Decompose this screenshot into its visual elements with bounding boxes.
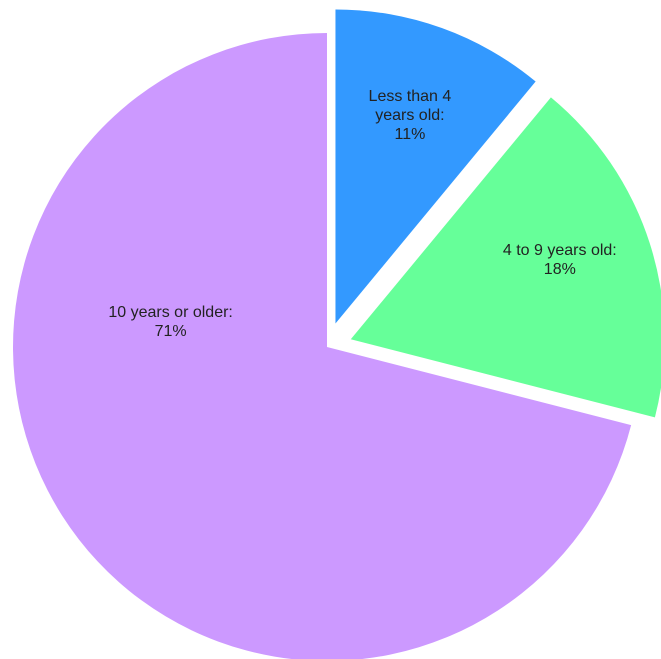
value-label: 18% — [543, 261, 576, 279]
category-label: 10 years or older: — [108, 303, 233, 321]
value-label: 11% — [394, 125, 426, 143]
value-label: 71% — [154, 322, 187, 340]
slice-label: 10 years or older:71% — [86, 303, 256, 341]
pie-slice — [350, 97, 661, 418]
pie-slice — [335, 9, 536, 324]
slice-label-text: 10 years or older: 71% — [86, 303, 256, 341]
category-label: 4 to 9 years old: — [502, 242, 617, 260]
slice-label-text: 4 to 9 years old: 18% — [475, 241, 645, 279]
slice-label: 4 to 9 years old:18% — [475, 241, 645, 279]
slice-label-text: Less than 4 years old: 11% — [355, 87, 465, 144]
pie-slice — [13, 33, 632, 659]
category-label: Less than 4 years old: — [368, 87, 452, 124]
slice-label: Less than 4 years old:11% — [355, 87, 465, 144]
